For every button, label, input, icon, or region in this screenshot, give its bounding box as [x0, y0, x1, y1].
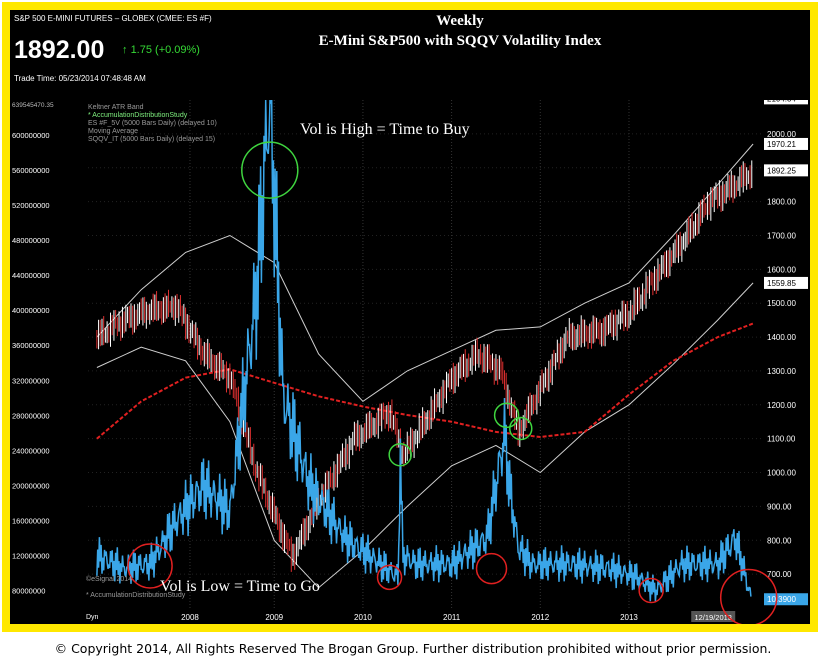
- annotation-vol-low: Vol is Low = Time to Go: [160, 578, 320, 595]
- left-tick-label: 320000000: [12, 376, 50, 385]
- chart-panel: 2008 2009 2010 2011 2012 2013 12/19/2013 700.00…: [10, 10, 810, 624]
- price-flag: [764, 137, 808, 150]
- x-tick-label: 2010: [354, 613, 372, 622]
- legend-keltner: Keltner ATR Band: [88, 104, 144, 111]
- sell-signal-circle: [475, 552, 508, 585]
- volatility-line: [96, 99, 752, 602]
- right-tick-label: 1300.00: [767, 367, 796, 376]
- last-price: 1892.00: [14, 36, 105, 64]
- price-flag-label: 1559.85: [767, 279, 796, 288]
- left-tick-label: 600000000: [12, 131, 50, 140]
- legend-sqqv: SQQV_IT (5000 Bars Daily) (delayed 15): [88, 136, 216, 143]
- left-axis-top-label: 639545470.35: [12, 102, 54, 109]
- sell-signal-circle: [127, 543, 173, 589]
- price-change-value: 1.75 (+0.09%): [130, 44, 200, 56]
- chart-frame: 2008 2009 2010 2011 2012 2013 12/19/2013 700.00…: [2, 2, 818, 632]
- x-tick-label: 2013: [620, 613, 638, 622]
- chart-svg: 2008 2009 2010 2011 2012 2013 12/19/2013 700.00…: [12, 92, 808, 624]
- date-cursor-label: 12/19/2013: [694, 613, 732, 622]
- esignal-credit: ©eSignal 2014: [86, 576, 133, 583]
- legend-moving-average: Moving Average: [88, 128, 139, 135]
- left-tick-label: 520000000: [12, 201, 50, 210]
- x-tick-label: 2008: [181, 613, 199, 622]
- left-tick-label: 480000000: [12, 236, 50, 245]
- right-tick-label: 700.00: [767, 570, 792, 579]
- sell-signal-circle: [719, 568, 778, 624]
- price-flag: [764, 164, 808, 177]
- right-tick-label: 800.00: [767, 536, 792, 545]
- sell-signal-circle: [376, 564, 403, 591]
- right-tick-label: 1800.00: [767, 198, 796, 207]
- quote-header: S&P 500 E-MINI FUTURES – GLOBEX (CMEE: E…: [10, 10, 810, 100]
- annotation-vol-high: Vol is High = Time to Buy: [300, 121, 470, 138]
- left-tick-label: 280000000: [12, 411, 50, 420]
- right-tick-label: 900.00: [767, 502, 792, 511]
- buy-signal-circle: [388, 442, 412, 467]
- legend-es-series: ES #F_5V (5000 Bars Daily) (delayed 10): [88, 120, 217, 127]
- right-tick-label: 1000.00: [767, 469, 796, 478]
- right-tick-label: 1500.00: [767, 299, 796, 308]
- x-tick-label: 2012: [531, 613, 549, 622]
- right-tick-label: 1700.00: [767, 231, 796, 240]
- volatility-flag-label: 10.3900: [767, 595, 796, 604]
- legend-accum-dist: * AccumulationDistributionStudy: [88, 112, 188, 119]
- right-tick-label: 1200.00: [767, 401, 796, 410]
- right-tick-label: 1600.00: [767, 265, 796, 274]
- upper-band-line: [96, 143, 754, 403]
- left-tick-label: 400000000: [12, 306, 50, 315]
- right-tick-label: 2000.00: [767, 130, 796, 139]
- left-tick-label: 360000000: [12, 341, 50, 350]
- left-tick-label: 80000000: [12, 586, 45, 595]
- left-tick-label: 240000000: [12, 446, 50, 455]
- trade-time: Trade Time: 05/23/2014 07:48:48 AM: [14, 74, 146, 83]
- lower-band-line: [96, 282, 754, 589]
- buy-signal-circle: [509, 416, 533, 441]
- left-tick-label: 440000000: [12, 271, 50, 280]
- up-arrow-icon: ↑: [122, 44, 128, 56]
- price-flag-label: 1970.21: [767, 140, 796, 149]
- volatility-flag: [764, 593, 808, 606]
- copyright-notice: © Copyright 2014, All Rights Reserved Th…: [54, 641, 772, 656]
- x-tick-label: 2009: [265, 613, 283, 622]
- price-change: ↑ 1.75 (+0.09%): [122, 44, 200, 56]
- date-cursor-box: [691, 611, 736, 622]
- buy-signal-circle: [241, 141, 299, 199]
- price-flag-label: 1892.25: [767, 166, 796, 175]
- buy-signal-circle: [493, 402, 520, 429]
- price-flag: [764, 276, 808, 289]
- study-label: * AccumulationDistributionStudy: [86, 592, 186, 599]
- chart-title-line1: Weekly: [436, 13, 484, 29]
- symbol-line: S&P 500 E-MINI FUTURES – GLOBEX (CMEE: E…: [14, 14, 212, 23]
- dyn-button[interactable]: Dyn: [86, 614, 99, 621]
- left-tick-label: 120000000: [12, 551, 50, 560]
- left-tick-label: 560000000: [12, 166, 50, 175]
- x-tick-label: 2011: [443, 613, 461, 622]
- right-tick-label: 1400.00: [767, 333, 796, 342]
- right-tick-label: 1100.00: [767, 435, 796, 444]
- moving-average-line: [96, 322, 754, 440]
- left-tick-label: 160000000: [12, 516, 50, 525]
- left-tick-label: 200000000: [12, 481, 50, 490]
- sell-signal-circle: [638, 577, 664, 604]
- chart-title-line2: E-Mini S&P500 with SQQV Volatility Index: [318, 33, 602, 49]
